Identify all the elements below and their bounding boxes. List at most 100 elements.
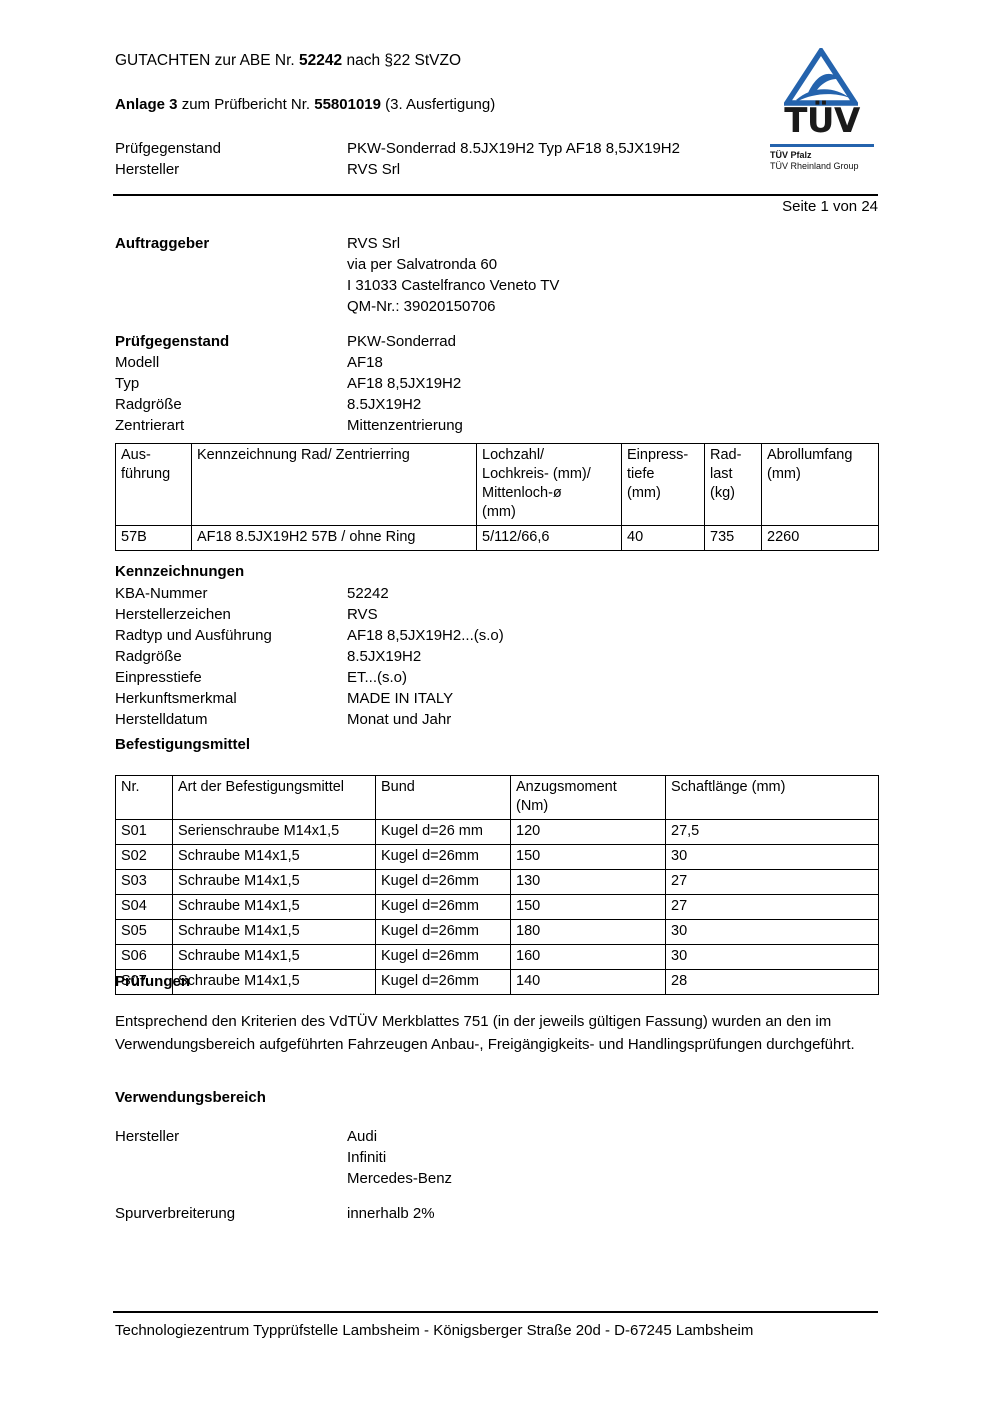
header-pruefgegenstand-row: Prüfgegenstand PKW-Sonderrad 8.5JX19H2 T… [115, 138, 680, 159]
cell-art: Schraube M14x1,5 [172, 894, 376, 920]
auftraggeber-row: I 31033 Castelfranco Veneto TV [115, 275, 559, 296]
header-pruefgegenstand-value: PKW-Sonderrad 8.5JX19H2 Typ AF18 8,5JX19… [347, 140, 680, 157]
auftraggeber-line-0: RVS Srl [347, 235, 401, 252]
herstelldatum-value: Monat und Jahr [347, 711, 452, 728]
auftraggeber-row: via per Salvatronda 60 [115, 254, 559, 275]
header-hersteller-row: Hersteller RVS Srl [115, 159, 680, 180]
header-divider [113, 194, 878, 196]
radgroesse-kennz-row: Radgröße 8.5JX19H2 [115, 646, 504, 667]
header-hersteller-value: RVS Srl [347, 161, 401, 178]
kba-nummer-value: 52242 [347, 585, 389, 602]
cell-anzugsmoment: 180 [510, 919, 666, 945]
verwendungsbereich-heading: Verwendungsbereich [115, 1089, 266, 1106]
verw-hersteller-label: Hersteller [115, 1128, 180, 1145]
kennzeichnungen-block: KBA-Nummer 52242 Herstellerzeichen RVS R… [115, 583, 504, 730]
spurverbreiterung-row: Spurverbreiterung innerhalb 2% [115, 1203, 435, 1224]
cell-nr: S05 [115, 919, 173, 945]
cell-einpresstiefe: 40 [621, 525, 705, 551]
verwendungsbereich-hersteller-block: Hersteller Audi Infiniti Mercedes-Benz [115, 1126, 452, 1189]
header-pruefgegenstand-label: Prüfgegenstand [115, 140, 221, 157]
cell-anzugsmoment: 140 [510, 969, 666, 995]
table-row: S01 Serienschraube M14x1,5 Kugel d=26 mm… [115, 819, 879, 845]
cell-anzugsmoment: 130 [510, 869, 666, 895]
cell-art: Schraube M14x1,5 [172, 844, 376, 870]
modell-label: Modell [115, 354, 160, 371]
tuv-wordmark: TÜV [784, 101, 860, 141]
tuv-pfalz-label: TÜV Pfalz [770, 150, 812, 160]
cell-schaftlaenge: 27,5 [665, 819, 879, 845]
einpresstiefe-value: ET...(s.o) [347, 669, 408, 686]
auftraggeber-block: Auftraggeber RVS Srl via per Salvatronda… [115, 233, 559, 317]
auftraggeber-spacer [115, 275, 347, 296]
herstelldatum-label: Herstelldatum [115, 711, 208, 728]
einpresstiefe-label: Einpresstiefe [115, 669, 202, 686]
pruefgegenstand-value: PKW-Sonderrad [347, 333, 456, 350]
pruefungen-paragraph: Entsprechend den Kriterien des VdTÜV Mer… [115, 1013, 855, 1053]
cell-lochzahl: 5/112/66,6 [476, 525, 622, 551]
auftraggeber-spacer [115, 254, 347, 275]
verw-hersteller-value-1: Infiniti [347, 1149, 387, 1166]
verw-hersteller-spacer [115, 1168, 347, 1189]
page-number: Seite 1 von 24 [782, 198, 878, 215]
cell-nr: S07 [115, 969, 173, 995]
modell-row: Modell AF18 [115, 352, 463, 373]
herstellerzeichen-row: Herstellerzeichen RVS [115, 604, 504, 625]
ausfuehrung-table: Aus- führung Kennzeichnung Rad/ Zentrier… [115, 443, 879, 551]
befestigungsmittel-table: Nr. Art der Befestigungsmittel Bund Anzu… [115, 775, 879, 995]
cell-art: Schraube M14x1,5 [172, 969, 376, 995]
radtyp-value: AF18 8,5JX19H2...(s.o) [347, 627, 504, 644]
table-row: S02 Schraube M14x1,5 Kugel d=26mm 150 30 [115, 844, 879, 870]
gutachten-prefix: GUTACHTEN zur ABE Nr. [115, 52, 300, 69]
th-abrollumfang: Abrollumfang (mm) [761, 443, 879, 526]
footer-divider [113, 1311, 878, 1313]
pruefbericht-number: 55801019 [314, 96, 381, 113]
herkunftsmerkmal-value: MADE IN ITALY [347, 690, 454, 707]
cell-abrollumfang: 2260 [761, 525, 879, 551]
cell-anzugsmoment: 160 [510, 944, 666, 970]
table-header-row: Aus- führung Kennzeichnung Rad/ Zentrier… [115, 443, 879, 526]
cell-nr: S03 [115, 869, 173, 895]
typ-label: Typ [115, 375, 140, 392]
einpresstiefe-row: Einpresstiefe ET...(s.o) [115, 667, 504, 688]
cell-ausfuehrung: 57B [115, 525, 192, 551]
cell-anzugsmoment: 120 [510, 819, 666, 845]
cell-art: Schraube M14x1,5 [172, 944, 376, 970]
cell-nr: S04 [115, 894, 173, 920]
cell-kennzeichnung: AF18 8.5JX19H2 57B / ohne Ring [191, 525, 477, 551]
verw-hersteller-spacer [115, 1147, 347, 1168]
th-bund: Bund [375, 775, 511, 820]
verw-hersteller-row: Hersteller Audi [115, 1126, 452, 1147]
th-nr: Nr. [115, 775, 173, 820]
cell-bund: Kugel d=26 mm [375, 819, 511, 845]
kennzeichnungen-heading: Kennzeichnungen [115, 563, 245, 580]
zentrierart-row: Zentrierart Mittenzentrierung [115, 415, 463, 436]
verw-hersteller-row: Mercedes-Benz [115, 1168, 452, 1189]
header-object-block: Prüfgegenstand PKW-Sonderrad 8.5JX19H2 T… [115, 138, 680, 180]
cell-schaftlaenge: 27 [665, 869, 879, 895]
cell-anzugsmoment: 150 [510, 894, 666, 920]
footer-address: Technologiezentrum Typprüfstelle Lambshe… [115, 1322, 754, 1339]
gutachten-suffix: nach §22 StVZO [342, 52, 462, 69]
cell-anzugsmoment: 150 [510, 844, 666, 870]
kba-nummer-label: KBA-Nummer [115, 585, 208, 602]
typ-value: AF18 8,5JX19H2 [347, 375, 462, 392]
radtyp-row: Radtyp und Ausführung AF18 8,5JX19H2...(… [115, 625, 504, 646]
auftraggeber-row: QM-Nr.: 39020150706 [115, 296, 559, 317]
herkunftsmerkmal-row: Herkunftsmerkmal MADE IN ITALY [115, 688, 504, 709]
radgroesse-kennz-label: Radgröße [115, 648, 182, 665]
table-row: S04 Schraube M14x1,5 Kugel d=26mm 150 27 [115, 894, 879, 920]
cell-art: Schraube M14x1,5 [172, 919, 376, 945]
herstellerzeichen-value: RVS [347, 606, 378, 623]
cell-bund: Kugel d=26mm [375, 919, 511, 945]
table-row: S05 Schraube M14x1,5 Kugel d=26mm 180 30 [115, 919, 879, 945]
verw-hersteller-value-0: Audi [347, 1128, 378, 1145]
gutachten-header-line: GUTACHTEN zur ABE Nr. 52242 nach §22 StV… [115, 52, 461, 70]
cell-schaftlaenge: 27 [665, 894, 879, 920]
tuv-triangle-icon [784, 48, 858, 106]
cell-schaftlaenge: 30 [665, 944, 879, 970]
cell-bund: Kugel d=26mm [375, 944, 511, 970]
pruefgegenstand-row: Prüfgegenstand PKW-Sonderrad [115, 331, 463, 352]
cell-bund: Kugel d=26mm [375, 969, 511, 995]
table-row: S03 Schraube M14x1,5 Kugel d=26mm 130 27 [115, 869, 879, 895]
